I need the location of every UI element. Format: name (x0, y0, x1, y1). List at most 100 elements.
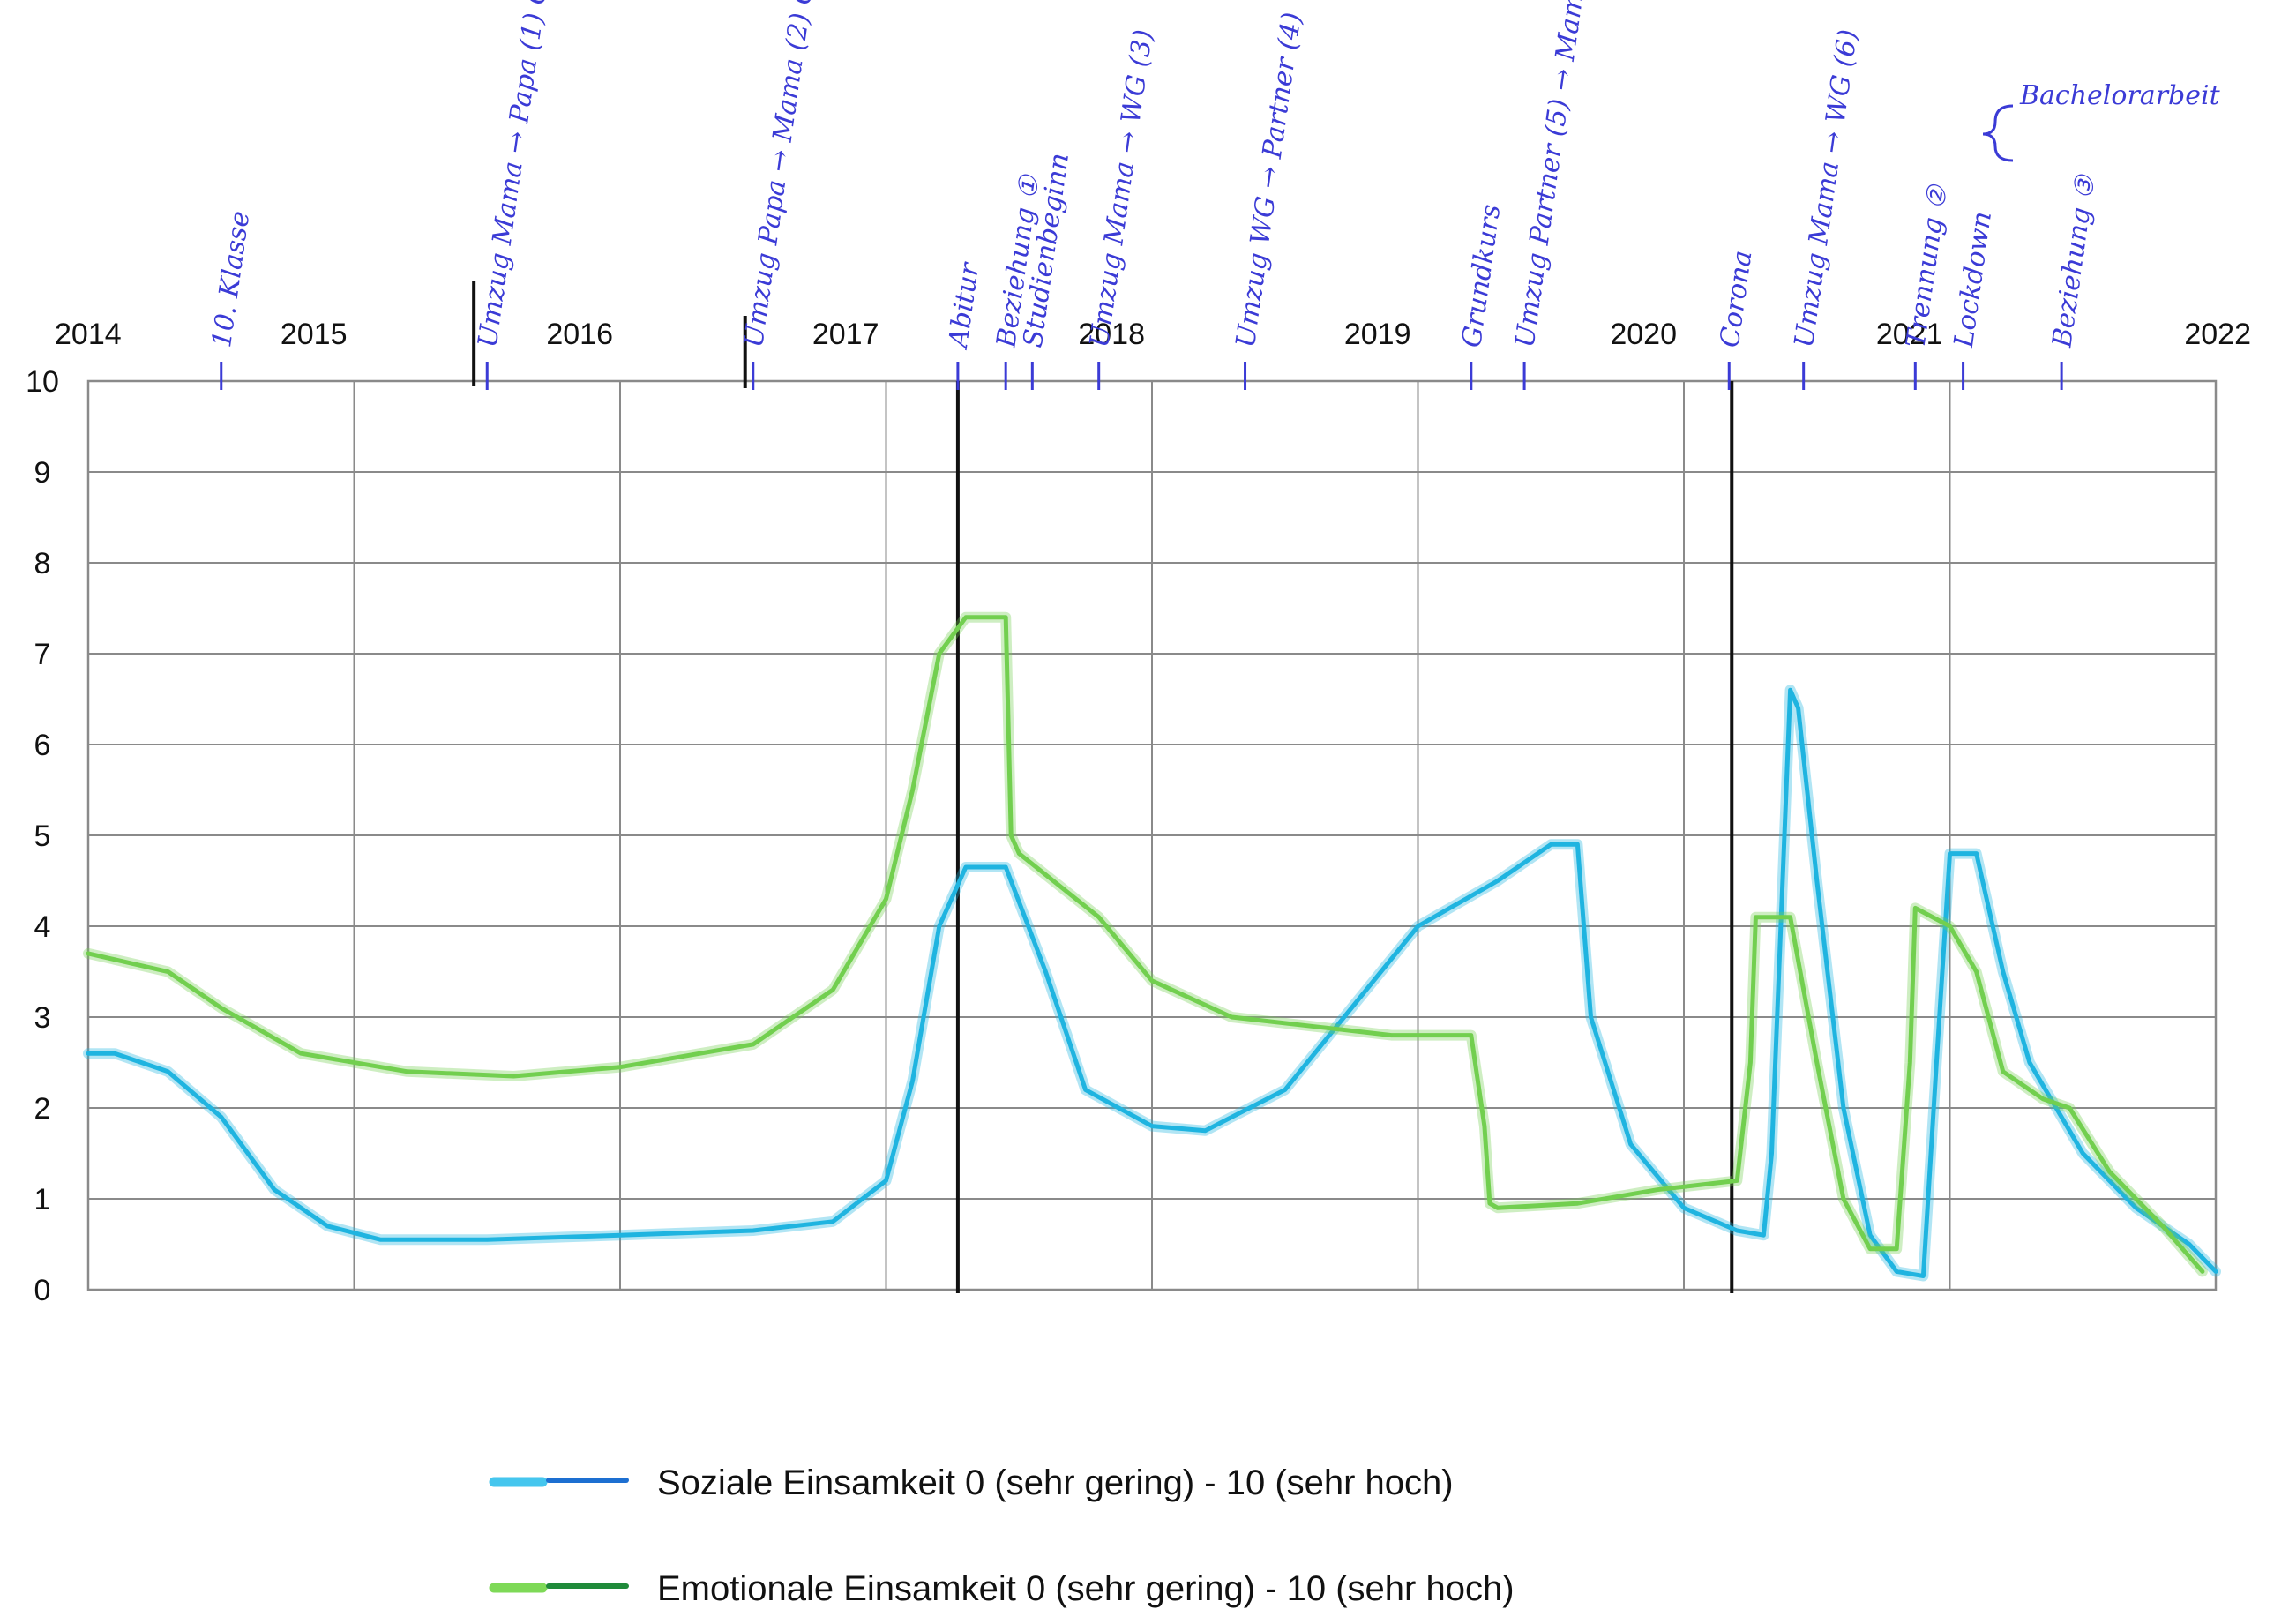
series-0-point (964, 866, 967, 869)
annotation-label: Grundkurs (1456, 202, 1507, 349)
x-tick-label: 2022 (2184, 318, 2251, 351)
series-1-point (406, 1070, 408, 1073)
series-halo-1 (83, 611, 2208, 1277)
series-0-point (1789, 689, 1792, 692)
series-1-point (1151, 979, 1154, 982)
series-1-point (1018, 852, 1021, 855)
x-tick-label: 2019 (1344, 318, 1411, 351)
plot-frame (86, 379, 2218, 1291)
series-1-point (1869, 1247, 1872, 1250)
legend-label: Soziale Einsamkeit 0 (sehr gering) - 10 … (657, 1463, 1454, 1502)
series-0-point (1896, 1270, 1898, 1273)
series-1-point (1914, 907, 1917, 909)
series-1-point (1975, 970, 1978, 973)
y-tick-label: 4 (34, 910, 51, 944)
y-tick-label: 2 (34, 1092, 51, 1126)
series-0-point (1975, 852, 1978, 855)
series-0-point (1204, 1129, 1207, 1132)
annotation-label: Umzug Mama → WG (3) (1084, 27, 1159, 349)
series-1-point (1231, 1016, 1233, 1019)
series-1-point (1896, 1247, 1898, 1250)
series-0-point (87, 1052, 90, 1055)
series-0-point (2215, 1270, 2218, 1273)
series-0-point (1629, 1143, 1632, 1146)
series-1-point (1483, 1125, 1485, 1127)
series-1-point (885, 898, 887, 901)
series-1-point (2042, 1097, 2045, 1100)
series-1-point (1390, 1034, 1393, 1037)
y-tick-label: 0 (34, 1274, 51, 1307)
annotation-label: Trennung ② (1901, 182, 1955, 349)
series-1-point (1789, 916, 1792, 918)
x-tick-label: 2021 (1876, 318, 1943, 351)
series-0-point (1084, 1089, 1087, 1091)
legend: Soziale Einsamkeit 0 (sehr gering) - 10 … (489, 1463, 1515, 1608)
annotation-label: Abitur (943, 259, 986, 352)
annotation-label: Bachelorarbeit (2019, 80, 2221, 111)
series-0-point (2188, 1243, 2190, 1246)
annotation-label: Beziehung ③ (2046, 172, 2101, 351)
series-1-point (1496, 1207, 1499, 1209)
series-1-point (1815, 1061, 1818, 1064)
y-tick-label: 10 (26, 365, 59, 399)
black-marker-lines (472, 281, 1734, 1293)
series-1-point (938, 653, 940, 655)
annotation-label: Lockdown (1949, 210, 1998, 351)
series-1-point (752, 1043, 754, 1045)
annotation-label: Umzug Mama → Papa (1) Q11 (473, 0, 559, 349)
y-tick-label: 8 (34, 547, 51, 580)
series-0-point (1762, 1234, 1765, 1237)
annotation-label: Umzug Papa → Mama (2) Q12 (738, 0, 825, 349)
x-axis-tick-labels: 2014 2015 2016 2017 2018 2019 2020 2021 2022 (55, 318, 2251, 351)
series-0-point (619, 1234, 622, 1237)
series-1-point (1736, 1179, 1739, 1182)
series-1-point (1010, 834, 1013, 837)
series-0-point (1044, 970, 1047, 973)
x-tick-label: 2018 (1078, 318, 1145, 351)
series-1-point (1097, 916, 1100, 918)
series-0-point (1283, 1089, 1286, 1091)
series-1-point (619, 1066, 622, 1068)
series-1-point (2001, 1070, 2004, 1073)
series-0-point (752, 1230, 754, 1232)
series-0-point (1922, 1275, 1925, 1277)
legend-label: Emotionale Einsamkeit 0 (sehr gering) - … (657, 1569, 1515, 1608)
y-axis-tick-labels: 0 1 2 3 4 5 6 7 8 9 10 (26, 365, 59, 1307)
y-tick-label: 5 (34, 819, 51, 853)
y-tick-label: 7 (34, 638, 51, 671)
series-1-point (512, 1075, 515, 1078)
annotation-label: Corona (1715, 249, 1759, 349)
series-0-point (1496, 879, 1499, 882)
series-lines (83, 611, 2221, 1282)
series-0-point (486, 1239, 489, 1241)
series-1-point (964, 616, 967, 618)
series-0-point (1935, 1061, 1938, 1064)
grid (86, 379, 2218, 1291)
series-1-point (2161, 1224, 2164, 1227)
series-0-point (1949, 852, 1951, 855)
series-1-point (1909, 1061, 1911, 1064)
x-tick-label: 2014 (55, 318, 122, 351)
series-0-point (167, 1070, 169, 1073)
series-0-point (1576, 843, 1579, 846)
series-0-point (2028, 1061, 2031, 1064)
series-1-point (167, 970, 169, 973)
series-0-point (1417, 925, 1419, 928)
series-1-point (911, 789, 914, 791)
x-tick-label: 2016 (546, 318, 613, 351)
series-0-point (1736, 1230, 1739, 1232)
series-0-point (220, 1116, 222, 1119)
x-tick-label: 2020 (1610, 318, 1677, 351)
series-0-point (832, 1220, 834, 1223)
series-0-point (379, 1239, 382, 1241)
series-0-point (273, 1188, 276, 1191)
series-1-point (87, 952, 90, 954)
series-0-point (1842, 1107, 1844, 1110)
series-0-point (2082, 1152, 2084, 1155)
series-1-point (832, 989, 834, 992)
series-1-point (1842, 1198, 1844, 1201)
series-line-1 (86, 615, 2205, 1274)
series-0-point (1815, 879, 1818, 882)
series-1-point (1470, 1034, 1472, 1037)
